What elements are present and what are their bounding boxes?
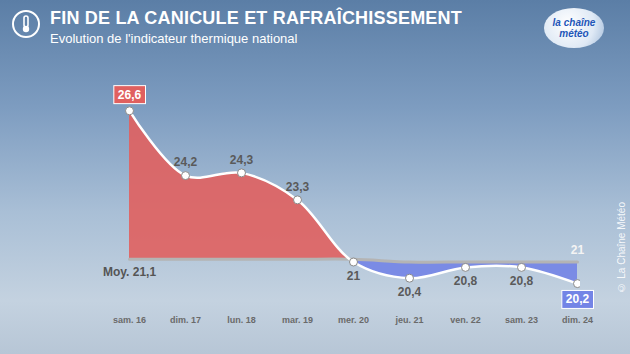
html-text:la chaîne météo: la chaîne météo xyxy=(552,17,596,39)
svg-text:24,2: 24,2 xyxy=(174,155,198,169)
svg-text:sam. 16: sam. 16 xyxy=(113,315,146,325)
svg-text:Moy. 21,1: Moy. 21,1 xyxy=(103,265,156,279)
svg-text:26,6: 26,6 xyxy=(118,88,142,102)
svg-text:20,4: 20,4 xyxy=(398,285,422,299)
svg-text:lun. 18: lun. 18 xyxy=(227,315,256,325)
html-text:© La Chaîne Météo: © La Chaîne Météo xyxy=(616,201,627,292)
svg-text:mer. 20: mer. 20 xyxy=(338,315,369,325)
svg-text:21: 21 xyxy=(347,269,361,283)
html-text:Evolution de l'indicateur ther: Evolution de l'indicateur thermique nati… xyxy=(50,31,298,46)
svg-text:21: 21 xyxy=(571,243,585,257)
svg-text:sam. 23: sam. 23 xyxy=(505,315,538,325)
svg-text:jeu. 21: jeu. 21 xyxy=(394,315,423,325)
svg-text:mar. 19: mar. 19 xyxy=(282,315,313,325)
svg-text:20,8: 20,8 xyxy=(510,274,534,288)
svg-text:dim. 17: dim. 17 xyxy=(170,315,201,325)
svg-text:24,3: 24,3 xyxy=(230,153,254,167)
svg-text:23,3: 23,3 xyxy=(286,180,310,194)
svg-text:20,2: 20,2 xyxy=(566,292,590,306)
svg-text:dim. 24: dim. 24 xyxy=(562,315,593,325)
svg-text:ven. 22: ven. 22 xyxy=(450,315,481,325)
html-text:FIN DE LA CANICULE ET RAFRAÎCH: FIN DE LA CANICULE ET RAFRAÎCHISSEMENT xyxy=(50,8,462,28)
svg-text:20,8: 20,8 xyxy=(454,274,478,288)
